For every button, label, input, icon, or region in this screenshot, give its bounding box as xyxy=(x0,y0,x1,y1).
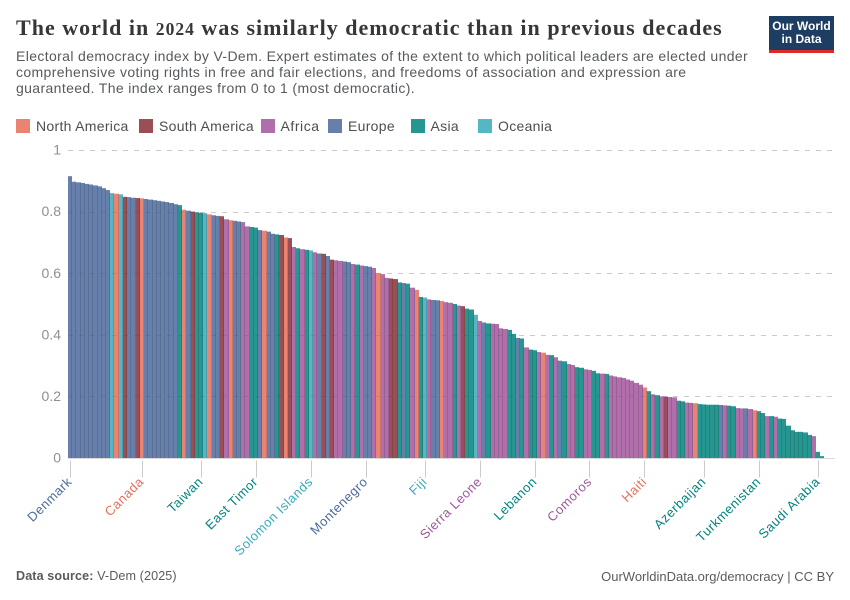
svg-text:0.6: 0.6 xyxy=(42,265,62,281)
svg-text:Canada: Canada xyxy=(101,474,146,519)
svg-text:Haiti: Haiti xyxy=(619,474,650,505)
svg-text:0.2: 0.2 xyxy=(42,388,62,404)
svg-text:0: 0 xyxy=(53,450,61,466)
svg-text:1: 1 xyxy=(53,142,61,158)
svg-text:0.8: 0.8 xyxy=(42,203,62,219)
svg-text:0.4: 0.4 xyxy=(42,326,62,342)
svg-text:Denmark: Denmark xyxy=(24,474,75,525)
svg-text:Azerbaijan: Azerbaijan xyxy=(651,474,709,532)
svg-text:Fiji: Fiji xyxy=(406,474,430,498)
svg-text:Saudi Arabia: Saudi Arabia xyxy=(755,474,823,542)
svg-text:Comoros: Comoros xyxy=(544,474,595,525)
svg-text:Taiwan: Taiwan xyxy=(164,474,206,516)
svg-text:East Timor: East Timor xyxy=(202,474,261,533)
svg-text:Montenegro: Montenegro xyxy=(307,474,371,538)
svg-text:Lebanon: Lebanon xyxy=(491,474,540,523)
